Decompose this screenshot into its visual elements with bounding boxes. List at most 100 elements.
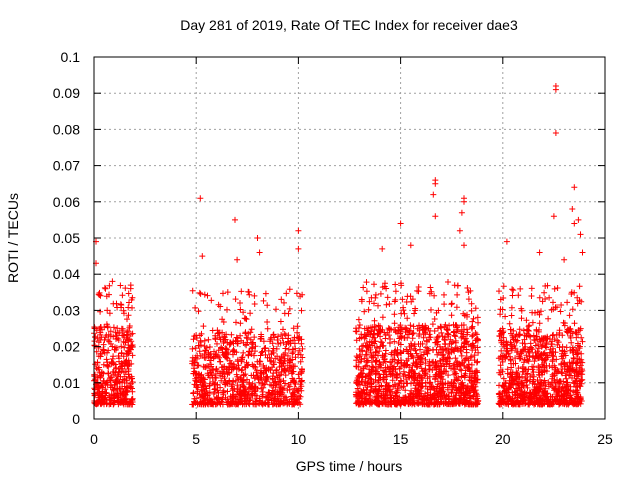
data-point (401, 362, 408, 369)
data-point (286, 286, 293, 293)
data-point (432, 359, 439, 366)
data-point (466, 377, 473, 383)
data-point (282, 380, 288, 387)
data-point (416, 331, 423, 337)
data-point (109, 343, 116, 350)
data-point (461, 363, 468, 369)
data-point (570, 379, 577, 386)
data-point (546, 294, 553, 301)
data-point (444, 355, 451, 361)
data-point (103, 321, 110, 328)
data-point (365, 379, 371, 386)
data-point (198, 376, 205, 383)
data-point (523, 326, 530, 333)
data-point (564, 382, 571, 389)
data-point (450, 329, 457, 336)
data-point (543, 398, 550, 405)
data-point (372, 386, 379, 393)
data-point (563, 344, 570, 351)
data-point (232, 216, 238, 223)
data-point (410, 379, 417, 386)
data-point (429, 346, 436, 353)
data-point (91, 325, 98, 332)
data-point (445, 349, 452, 356)
data-point (496, 328, 503, 335)
data-point (569, 360, 576, 367)
data-point (437, 363, 444, 370)
data-point (504, 342, 511, 349)
data-point (272, 396, 279, 403)
data-point (377, 290, 384, 297)
data-point (502, 313, 509, 320)
data-point (264, 325, 271, 332)
data-point (567, 372, 574, 379)
data-point (553, 396, 560, 403)
data-point (238, 337, 245, 344)
y-tick-label: 0.1 (61, 49, 81, 65)
data-point (214, 340, 220, 347)
data-point (567, 333, 574, 339)
data-point (525, 366, 532, 373)
data-point (549, 332, 556, 339)
data-point (113, 300, 120, 307)
data-point (108, 360, 115, 367)
data-point (435, 381, 441, 388)
data-point (362, 333, 369, 340)
data-point (464, 329, 471, 336)
data-point (431, 328, 438, 334)
data-point (442, 341, 449, 348)
data-point (362, 363, 369, 370)
data-point (472, 400, 479, 407)
data-point (369, 324, 376, 331)
data-point (536, 400, 543, 407)
data-point (495, 400, 502, 407)
data-point (539, 369, 546, 376)
data-point (445, 279, 451, 285)
data-point (260, 297, 267, 304)
data-point (527, 373, 534, 380)
data-point (387, 392, 394, 398)
data-point (359, 396, 366, 402)
data-point (475, 319, 481, 326)
data-point (530, 391, 537, 398)
data-point (415, 381, 422, 388)
data-point (278, 353, 285, 360)
data-point (448, 301, 455, 308)
data-point (541, 356, 548, 363)
data-point (452, 400, 459, 407)
data-point (298, 369, 305, 376)
data-point (452, 355, 459, 362)
data-point (464, 382, 471, 389)
data-point (267, 336, 274, 343)
data-point (298, 307, 305, 314)
data-point (530, 376, 537, 383)
data-point (474, 336, 481, 343)
data-point (444, 326, 451, 333)
data-point (507, 326, 514, 333)
x-tick-label: 10 (291, 431, 307, 447)
data-point (238, 392, 245, 398)
data-point (354, 385, 361, 392)
data-point (199, 253, 206, 260)
data-point (441, 346, 447, 352)
data-point (376, 383, 383, 390)
data-point (414, 386, 421, 393)
data-point (370, 330, 377, 337)
data-point (372, 365, 379, 371)
data-point (268, 357, 275, 364)
data-point (465, 357, 472, 364)
data-point (215, 301, 222, 308)
data-point (97, 337, 104, 343)
data-point (569, 206, 576, 212)
data-point (365, 357, 371, 364)
data-point (497, 311, 504, 318)
data-point (98, 382, 105, 389)
data-point (574, 294, 581, 301)
data-point (386, 301, 393, 307)
data-point (468, 361, 475, 368)
data-point (550, 345, 556, 352)
data-point (578, 350, 585, 357)
data-point (535, 389, 542, 395)
data-point (454, 359, 461, 366)
data-point (433, 336, 440, 342)
